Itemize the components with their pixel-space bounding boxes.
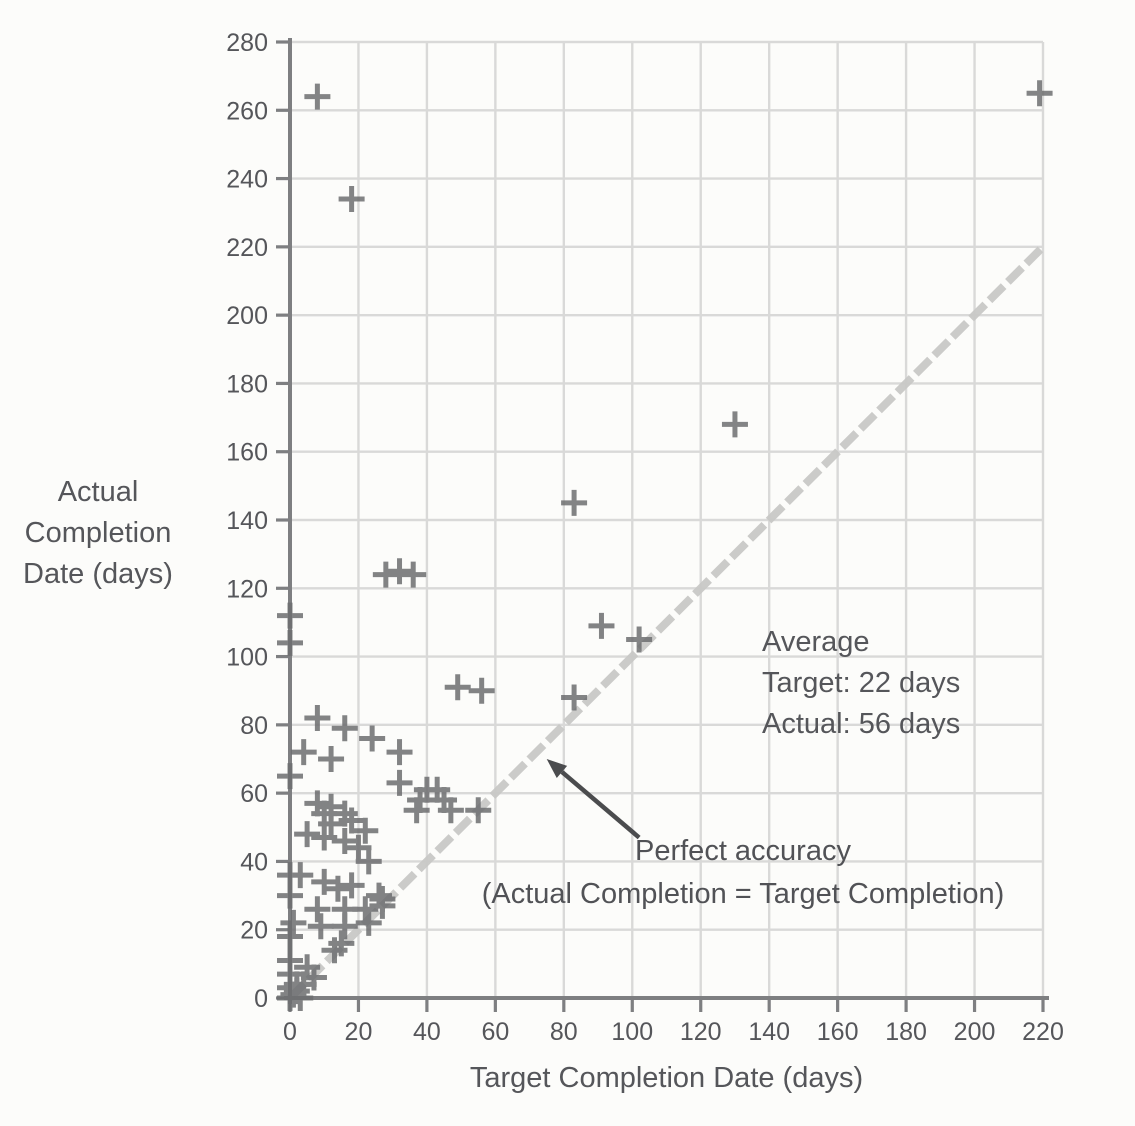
y-tick-label: 120 (226, 575, 268, 603)
data-point (338, 186, 365, 213)
data-point (561, 489, 588, 516)
y-tick-label: 40 (240, 848, 268, 876)
y-tick-label: 100 (226, 644, 268, 672)
perfect-accuracy-label: Perfect accuracy (635, 835, 851, 867)
data-point (372, 561, 399, 588)
data-point (287, 862, 314, 889)
data-point (345, 834, 372, 861)
x-tick-label: 20 (345, 1018, 373, 1046)
data-point (1026, 80, 1053, 107)
y-tick-label: 20 (240, 917, 268, 945)
average-annotation-line: Actual: 56 days (762, 708, 961, 740)
x-axis-title: Target Completion Date (days) (469, 1062, 864, 1094)
annotation-arrow-shaft (560, 770, 641, 840)
data-point (465, 797, 492, 824)
data-point (290, 739, 317, 766)
data-point (304, 705, 331, 732)
data-point (721, 411, 748, 438)
x-tick-label: 100 (611, 1018, 653, 1046)
tick-marks (276, 40, 1045, 1012)
data-point (277, 763, 303, 790)
data-point (328, 930, 355, 957)
data-point (331, 827, 358, 854)
y-tick-label: 280 (226, 29, 268, 57)
average-annotation: Average Target: 22 days Actual: 56 days (762, 622, 960, 745)
data-point (359, 725, 386, 752)
y-tick-label: 260 (226, 97, 268, 125)
data-point (355, 848, 382, 875)
data-point (468, 677, 495, 704)
data-point (437, 797, 464, 824)
data-point (277, 923, 303, 950)
y-axis-title-line: Actual (57, 476, 139, 508)
data-point (626, 626, 653, 653)
x-tick-label: 140 (748, 1018, 790, 1046)
data-point (304, 896, 331, 923)
gridlines (290, 40, 1045, 998)
data-point (400, 561, 427, 588)
data-point (324, 875, 351, 902)
annotation-arrow-head (546, 759, 568, 779)
data-point (307, 913, 334, 940)
data-point (588, 612, 615, 639)
data-point (338, 807, 365, 834)
data-point (277, 629, 303, 656)
y-tick-label: 0 (254, 985, 268, 1013)
x-tick-label: 60 (481, 1018, 509, 1046)
data-point (444, 674, 471, 701)
data-point (352, 817, 379, 844)
data-point (331, 715, 358, 742)
x-tick-label: 80 (550, 1018, 578, 1046)
data-point (331, 913, 358, 940)
x-tick-label: 120 (680, 1018, 722, 1046)
perfect-accuracy-sublabel: (Actual Completion = Target Completion) (481, 878, 1005, 910)
data-point (386, 769, 413, 796)
x-tick-label: 200 (954, 1018, 996, 1046)
average-annotation-line: Target: 22 days (762, 667, 961, 699)
x-tick-label: 180 (885, 1018, 927, 1046)
data-point (338, 872, 365, 899)
y-tick-label: 180 (226, 370, 268, 398)
x-tick-label: 220 (1022, 1018, 1064, 1046)
data-point (318, 810, 345, 837)
y-tick-label: 200 (226, 302, 268, 330)
perfect-accuracy-line (287, 244, 1046, 1001)
y-axis-title-line: Completion (24, 517, 172, 549)
x-tick-label: 160 (817, 1018, 859, 1046)
y-tick-label: 240 (226, 166, 268, 194)
y-tick-label: 160 (226, 439, 268, 467)
data-point (355, 909, 382, 936)
y-axis-title-line: Date (days) (23, 558, 173, 590)
y-tick-label: 80 (240, 712, 268, 740)
data-point (277, 882, 303, 909)
data-point (277, 974, 303, 1001)
data-point (386, 558, 413, 585)
data-point (386, 739, 413, 766)
tick-labels: 0 20 40 60 80 100 120 140 160 180 200 220 0 20 40 60 80 1… (226, 29, 1064, 1046)
x-tick-label: 40 (413, 1018, 441, 1046)
y-axis-title: Actual Completion Date (days) (0, 472, 196, 595)
data-point (277, 602, 303, 629)
data-point (561, 684, 588, 711)
y-tick-label: 140 (226, 507, 268, 535)
average-annotation-line: Average (762, 626, 870, 658)
scatter-markers (277, 80, 1053, 1011)
data-point (304, 83, 331, 110)
y-tick-label: 60 (240, 780, 268, 808)
data-point (311, 824, 338, 851)
data-point (352, 896, 379, 923)
data-point (318, 746, 345, 772)
data-point (290, 971, 317, 998)
data-point (369, 892, 396, 919)
x-tick-label: 0 (283, 1018, 297, 1046)
y-tick-label: 220 (226, 234, 268, 262)
data-point (311, 868, 338, 895)
data-point (280, 909, 307, 936)
data-point (403, 797, 430, 824)
perfect-accuracy-annotation: Perfect accuracy (Actual Completion = Ta… (428, 830, 1058, 916)
data-point (294, 821, 321, 848)
